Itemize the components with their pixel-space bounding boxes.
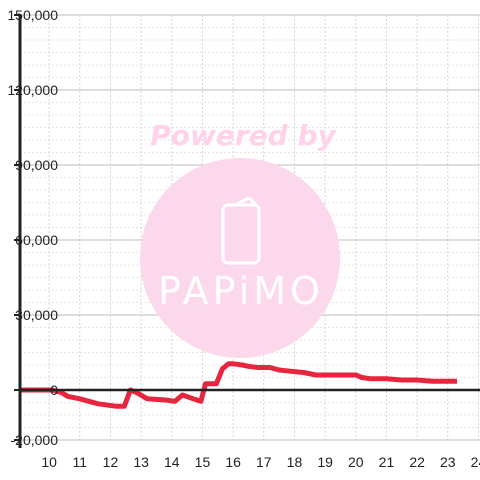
x-tick-label: 20 xyxy=(348,454,364,470)
watermark: Powered by PAPiMO xyxy=(140,119,340,358)
x-tick-label: 18 xyxy=(287,454,303,470)
watermark-brand-text: PAPiMO xyxy=(158,269,324,313)
x-tick-label: 23 xyxy=(440,454,456,470)
x-tick-label: 16 xyxy=(225,454,241,470)
x-tick-label: 11 xyxy=(73,454,88,470)
y-tick-label: 0 xyxy=(50,382,58,398)
y-tick-label: 30,000 xyxy=(15,307,58,323)
x-tick-label: 13 xyxy=(133,454,149,470)
y-tick-label: 90,000 xyxy=(15,157,58,173)
x-tick-label: 15 xyxy=(195,454,211,470)
y-tick-label: 60,000 xyxy=(15,232,58,248)
y-tick-label: -20,000 xyxy=(11,432,59,448)
watermark-circle xyxy=(140,158,340,358)
y-tick-label: 120,000 xyxy=(7,82,58,98)
y-tick-label: 150,000 xyxy=(7,7,58,23)
x-tick-label: 14 xyxy=(164,454,180,470)
watermark-powered-text: Powered by xyxy=(150,119,337,152)
series-layer xyxy=(19,361,458,409)
x-tick-label: 17 xyxy=(256,454,272,470)
x-tick-label: 10 xyxy=(41,454,57,470)
x-tick-label: 22 xyxy=(409,454,425,470)
x-tick-label: 21 xyxy=(379,454,395,470)
x-tick-label: 24 xyxy=(471,454,480,470)
series-line xyxy=(20,361,457,409)
axes xyxy=(14,14,480,448)
x-tick-label: 12 xyxy=(103,454,119,470)
x-tick-label: 19 xyxy=(317,454,333,470)
tick-labels: 150,000 120,000 90,000 60,000 30,000 0 -20,000… xyxy=(7,7,480,470)
phone-icon xyxy=(221,196,261,265)
